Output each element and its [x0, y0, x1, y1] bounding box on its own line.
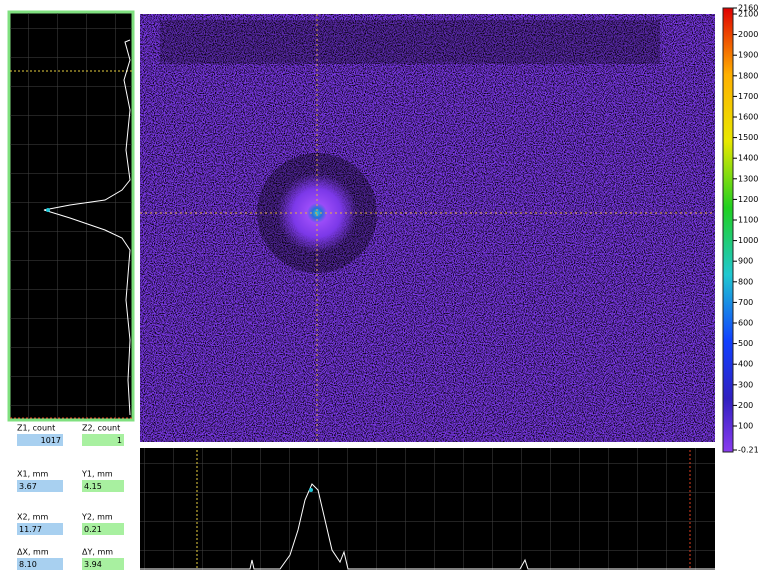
readout-value: 8.10 [19, 560, 37, 569]
image-band [160, 20, 660, 64]
readouts: Z1, count 1017 Z2, count 1 X1, mm 3.67 Y1, mm 4… [17, 424, 124, 571]
colorbar-label: 1800 [738, 71, 758, 80]
readout-label: Z2, count [82, 424, 120, 433]
readout-value: 3.94 [84, 560, 102, 569]
colorbar-label: 1000 [738, 236, 758, 245]
readout-label: ΔX, mm [17, 548, 49, 557]
colorbar-label: 2000 [738, 30, 758, 39]
readout-value: 1 [117, 436, 122, 445]
profile-peak [46, 208, 50, 212]
readout-label: Y2, mm [81, 513, 113, 522]
readout-value: 1017 [41, 436, 61, 445]
readout-label: X1, mm [17, 470, 48, 479]
colorbar-label: 1900 [738, 51, 758, 60]
readout-value: 3.67 [19, 482, 37, 491]
app: 2160210020001900180017001600150014001300… [0, 0, 759, 570]
colorbar-label: 1200 [738, 195, 758, 204]
image-noise [140, 14, 715, 442]
readout-label: Y1, mm [81, 470, 113, 479]
colorbar [723, 8, 733, 452]
colorbar-label: 800 [738, 277, 753, 286]
colorbar-label: 1500 [738, 133, 758, 142]
colorbar-label: 200 [738, 401, 753, 410]
colorbar-label: 500 [738, 339, 753, 348]
readout-value: 0.21 [84, 525, 102, 534]
colorbar-label: 2100 [738, 10, 758, 19]
readout-label: ΔY, mm [82, 548, 113, 557]
profile-grid [10, 13, 132, 419]
readout-label: X2, mm [17, 513, 48, 522]
colorbar-label: 1700 [738, 92, 758, 101]
colorbar-label: -0.216 [738, 446, 759, 455]
colorbar-label: 300 [738, 380, 753, 389]
colorbar-label: 400 [738, 360, 753, 369]
readout-value: 4.15 [84, 482, 102, 491]
profile-grid [140, 448, 715, 570]
colorbar-label: 100 [738, 422, 753, 431]
colorbar-label: 1100 [738, 216, 758, 225]
colorbar-label: 1300 [738, 174, 758, 183]
colorbar-label: 1400 [738, 154, 758, 163]
colorbar-label: 700 [738, 298, 753, 307]
colorbar-labels: 2160210020001900180017001600150014001300… [733, 4, 759, 455]
colorbar-label: 1600 [738, 113, 758, 122]
colorbar-label: 900 [738, 257, 753, 266]
colorbar-label: 600 [738, 319, 753, 328]
readout-value: 11.77 [19, 525, 42, 534]
screen: 2160210020001900180017001600150014001300… [0, 0, 759, 570]
profile-peak [309, 488, 313, 492]
readout-label: Z1, count [17, 424, 55, 433]
